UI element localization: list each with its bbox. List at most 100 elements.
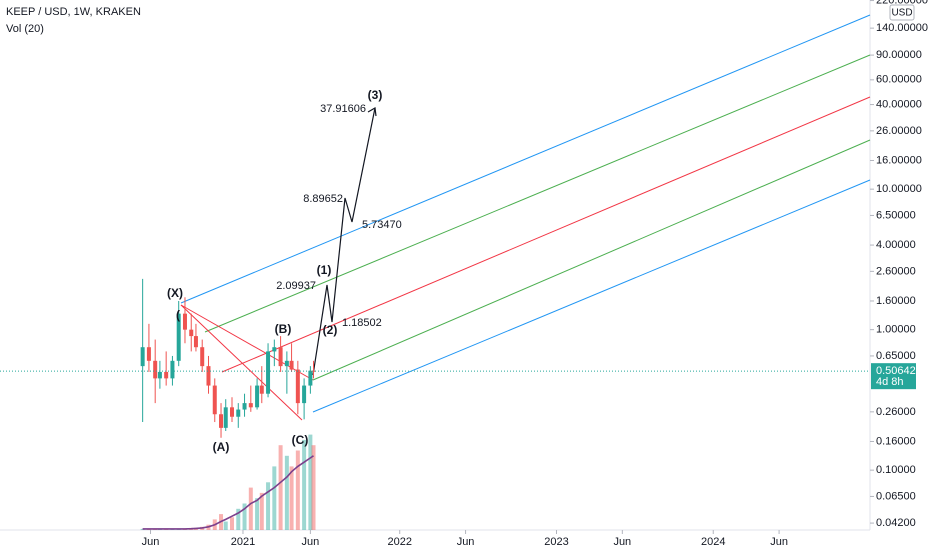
volume-bar: [278, 445, 283, 530]
volume-bar: [266, 482, 271, 530]
y-tick-label: 2.60000: [876, 265, 916, 277]
y-tick-label: 140.00000: [876, 22, 928, 34]
volume-bar: [259, 492, 264, 530]
y-tick-label: 0.26000: [876, 406, 916, 418]
x-tick-label: Jun: [613, 536, 631, 548]
last-price-badge: [871, 363, 916, 390]
wave-label: (3): [368, 88, 383, 102]
candle-body: [189, 329, 194, 337]
fork-line: [312, 139, 871, 381]
y-tick-label: 0.10000: [876, 464, 916, 476]
volume-bar: [223, 521, 228, 530]
x-tick-label: Jun: [142, 536, 160, 548]
volume-bar: [308, 434, 313, 530]
y-tick-label: 60.00000: [876, 74, 922, 86]
y-tick-label: 0.06500: [876, 490, 916, 502]
x-tick-label: 2022: [387, 536, 411, 548]
candle-body: [266, 351, 271, 394]
wave-label: (: [176, 308, 180, 322]
candle-body: [255, 385, 260, 408]
plot: [0, 278, 870, 530]
candle-body: [200, 347, 205, 367]
candle-body: [206, 366, 211, 386]
wave-label: (B): [275, 322, 292, 336]
candle-body: [278, 347, 283, 367]
y-tick-label: 220.00000: [876, 0, 928, 6]
volume-bar: [272, 466, 277, 530]
wave-label: (2): [323, 323, 338, 337]
candle-body: [223, 407, 228, 428]
candle-body: [153, 360, 158, 379]
x-tick-label: Jun: [457, 536, 475, 548]
wave-label: (X): [167, 286, 183, 300]
fork-line: [204, 54, 871, 333]
x-tick-label: Jun: [302, 536, 320, 548]
y-tick-label: 26.00000: [876, 125, 922, 137]
candle-body: [219, 414, 224, 428]
volume-bar: [242, 503, 247, 530]
candle-body: [146, 347, 151, 361]
volume-bar: [302, 439, 307, 530]
last-price: 0.50642: [876, 365, 916, 377]
x-tick-label: 2024: [701, 536, 725, 548]
candle-body: [259, 385, 264, 394]
pitchfork: [180, 14, 871, 421]
candle-body: [164, 371, 169, 379]
candle-body: [182, 313, 187, 330]
candle-body: [157, 371, 162, 379]
y-tick-label: 16.00000: [876, 154, 922, 166]
y-tick-label: 1.00000: [876, 324, 916, 336]
currency: USD: [891, 8, 912, 19]
price-note: 2.09937: [276, 280, 316, 292]
candle-body: [176, 313, 181, 361]
fork-handle: [180, 304, 303, 421]
volume-bar: [289, 466, 294, 530]
y-tick-label: 0.16000: [876, 435, 916, 447]
candle-body: [236, 409, 241, 417]
annotations: (X) ( (A) (B) (C) (1) (2) (3) 37.91606 8…: [167, 88, 402, 454]
price-note: 8.89652: [303, 193, 343, 205]
candle-body: [295, 369, 300, 404]
candle-body: [230, 407, 234, 417]
fork-line: [312, 179, 871, 413]
y-tick-label: 10.00000: [876, 183, 922, 195]
wave-path: [312, 107, 376, 376]
volume-bar: [295, 450, 300, 530]
volume-ma: [142, 455, 314, 530]
volume-bar: [236, 508, 241, 530]
wave-label: (C): [292, 433, 309, 447]
candle-body: [170, 360, 175, 379]
candle-body: [272, 347, 277, 352]
price-axis: 220.00000 140.00000 90.00000 60.00000 40.000…: [870, 0, 928, 529]
candle-body: [212, 385, 217, 415]
price-note: 1.18502: [342, 317, 382, 329]
x-tick-label: 2023: [544, 536, 568, 548]
wave-label: (A): [213, 440, 230, 454]
fork-line: [180, 14, 871, 304]
price-note: 5.73470: [362, 219, 402, 231]
candle-body: [248, 403, 253, 408]
currency-badge: [889, 4, 915, 21]
volume-bar: [230, 517, 234, 530]
candle-body: [289, 360, 294, 370]
y-tick-label: 4.00000: [876, 239, 916, 251]
candle-body: [242, 403, 247, 410]
y-tick-label: 90.00000: [876, 49, 922, 61]
candle-body: [284, 360, 289, 367]
price-note: 37.91606: [320, 103, 366, 115]
x-tick-label: 2021: [231, 536, 255, 548]
candle-body: [302, 385, 307, 404]
countdown: 4d 8h: [876, 376, 904, 388]
volume-bar: [284, 455, 289, 530]
x-tick-label: Jun: [770, 536, 788, 548]
chart-title: KEEP / USD, 1W, KRAKEN: [6, 6, 141, 18]
volume-bar: [255, 498, 260, 530]
y-tick-label: 0.04200: [876, 517, 916, 529]
candle-body: [193, 336, 198, 348]
volume-bar: [248, 487, 253, 530]
indicator-label: Vol (20): [6, 23, 44, 35]
y-tick-label: 1.60000: [876, 295, 916, 307]
y-tick-label: 0.65000: [876, 350, 916, 362]
